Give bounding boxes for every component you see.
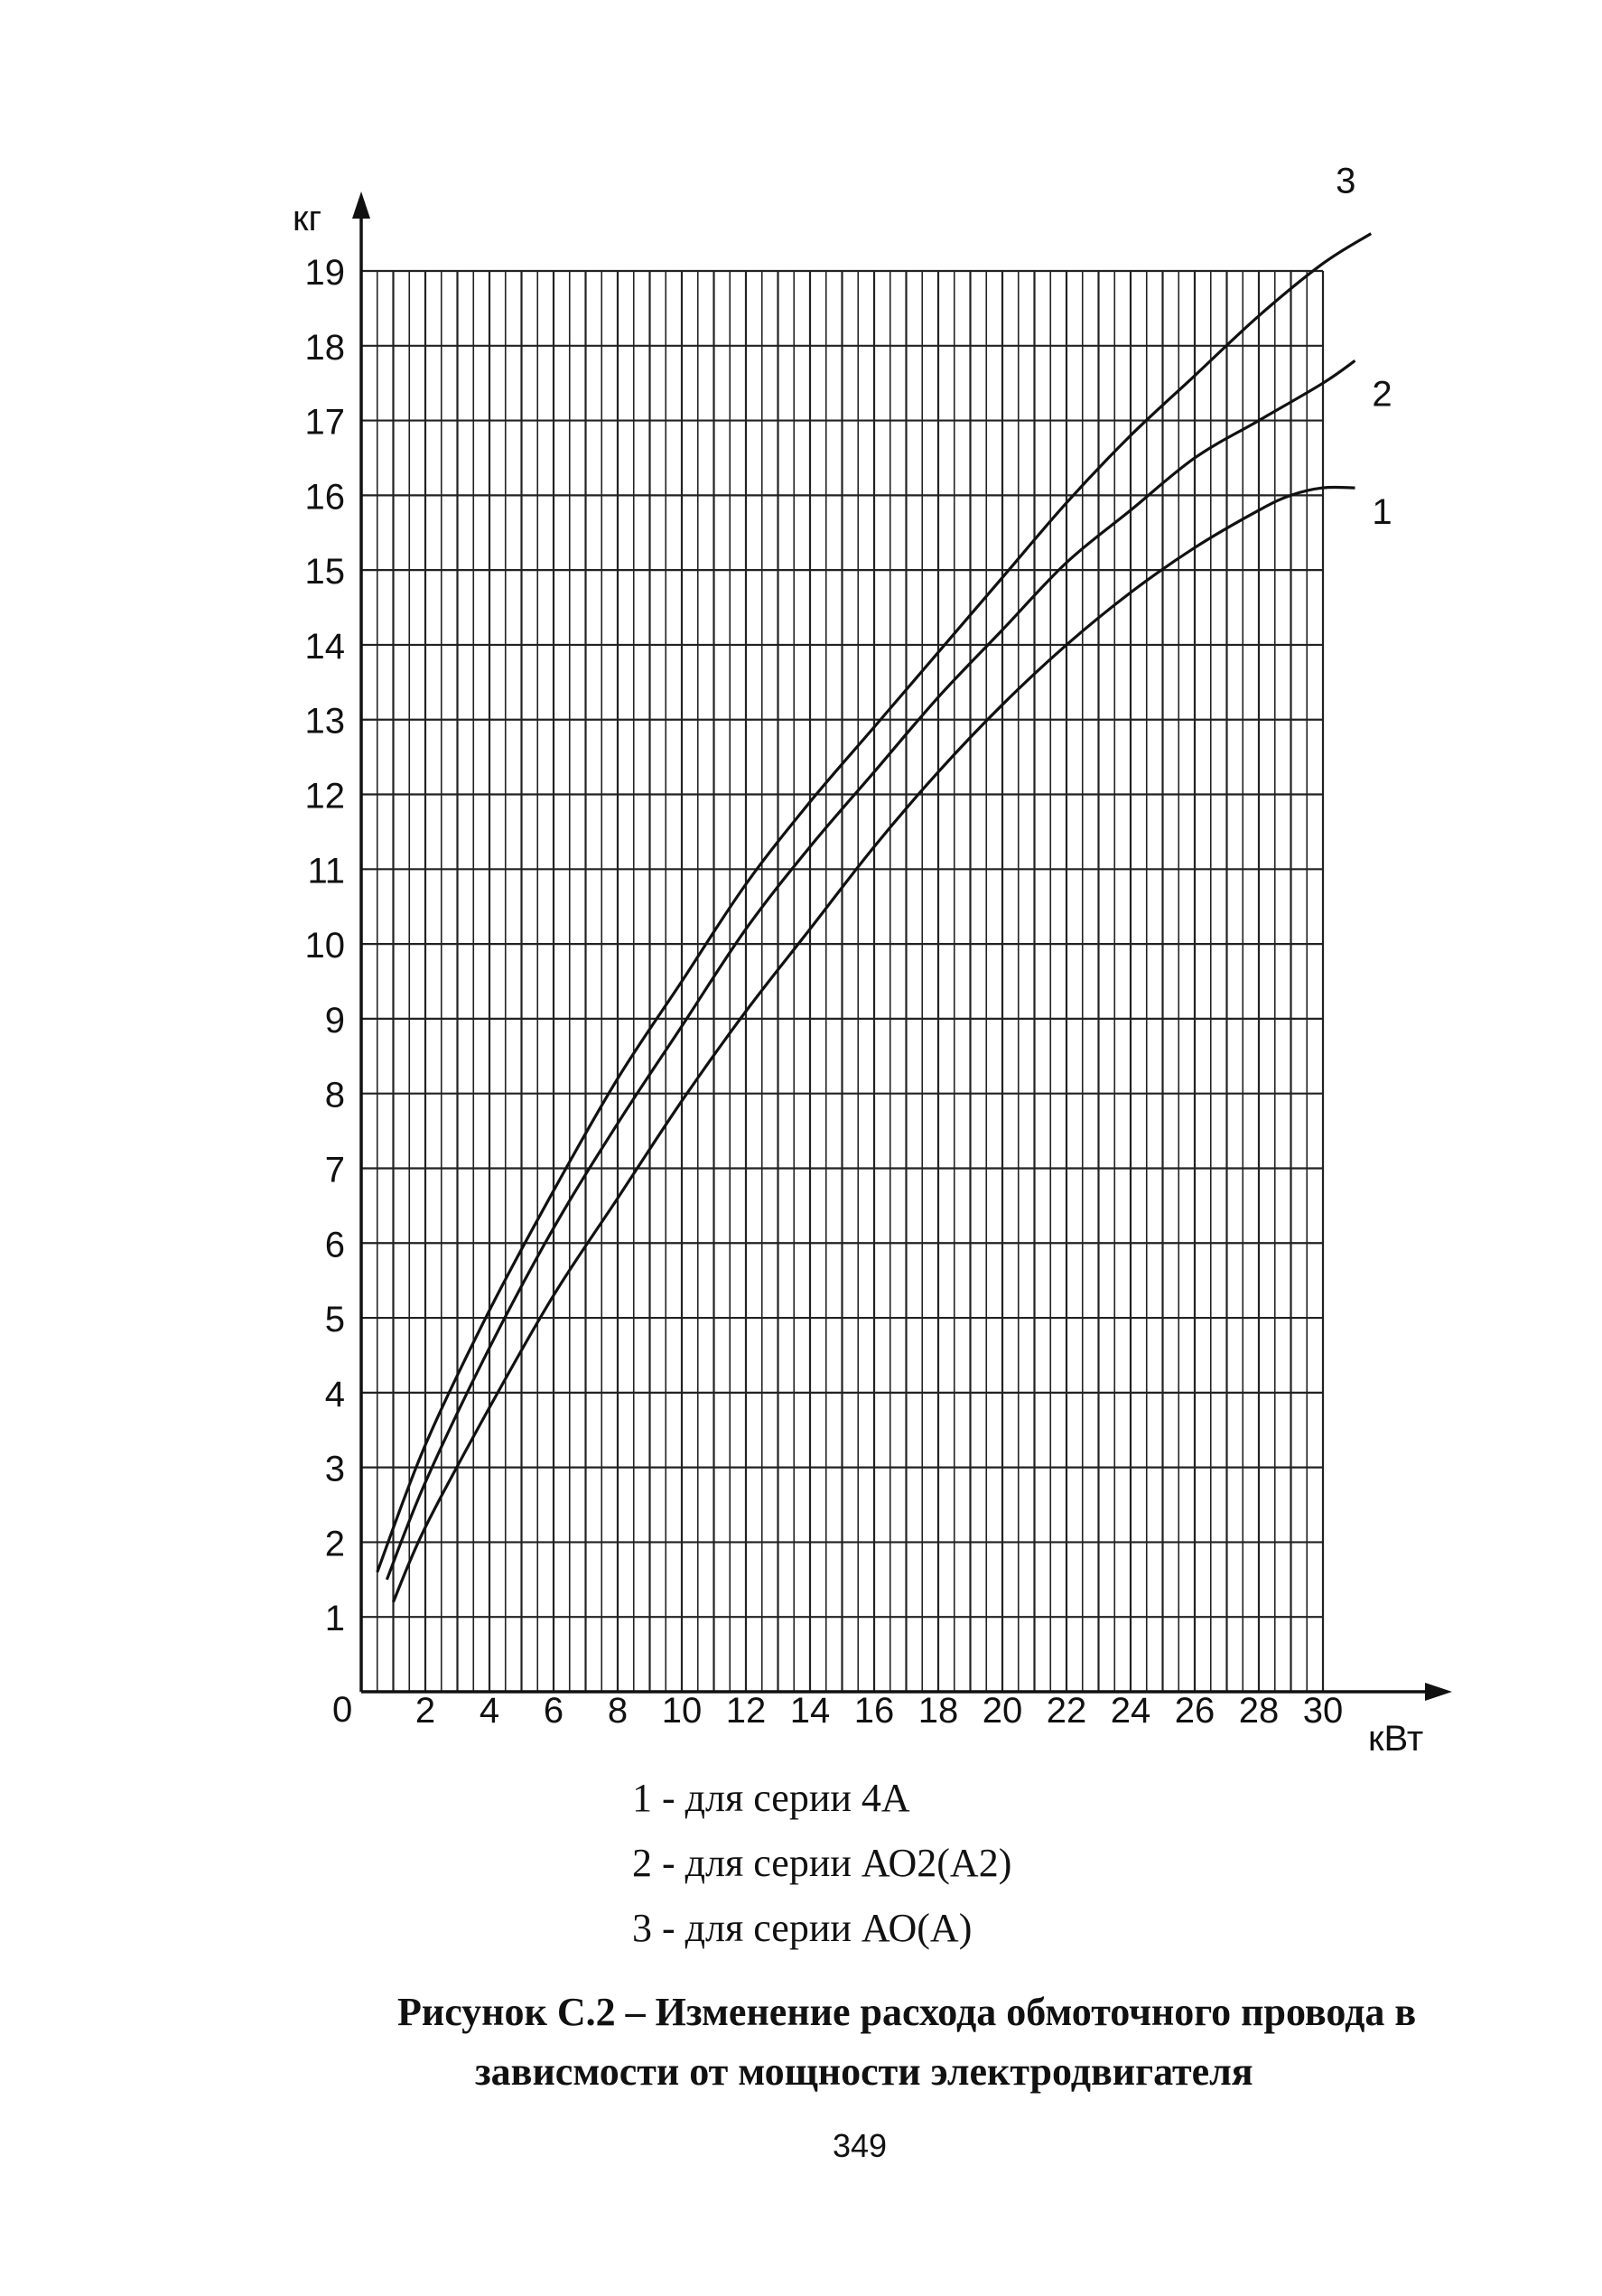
y-tick-label: 10 [305,926,346,966]
series-line-1 [392,485,1355,1603]
x-tick-label: 20 [983,1691,1023,1731]
y-tick-label: 19 [305,253,346,293]
x-axis-arrow [1425,1683,1452,1701]
series-labels: 1 2 3 [1336,162,1392,532]
x-tick-label: 18 [918,1691,959,1731]
x-tick-label: 8 [608,1691,628,1731]
y-tick-label: 1 [325,1599,345,1638]
x-tick-label: 14 [790,1691,831,1731]
x-tick-label: 4 [480,1691,499,1731]
x-tick-label: 28 [1239,1691,1280,1731]
y-tick-label: 5 [325,1300,345,1339]
y-tick-label: 13 [305,702,346,742]
x-tick-label: 26 [1175,1691,1215,1731]
y-axis-arrow [352,191,370,219]
y-tick-label: 3 [325,1450,345,1489]
x-axis-label: кВт [1368,1719,1423,1759]
y-tick-label: 18 [305,328,346,368]
y-tick-label: 6 [325,1225,345,1265]
y-tick-label: 15 [305,552,346,592]
figure-caption: Рисунок С.2 – Изменение расхода обмоточн… [397,1983,1481,2102]
x-tick-label: 16 [854,1691,895,1731]
x-tick-label: 2 [415,1691,435,1731]
series-line-3 [376,232,1373,1573]
series-line-2 [385,359,1356,1581]
x-tick-label: 12 [726,1691,767,1731]
grid [361,269,1325,1692]
x-tick-label: 30 [1303,1691,1344,1731]
y-axis-label: кг [293,199,321,238]
axes [352,191,1452,1701]
caption-line-2: зависмости от мощности электродвигателя [475,2049,1253,2094]
y-tick-label: 9 [325,1001,345,1041]
y-tick-label: 7 [325,1150,345,1190]
legend-entry-2: 2 - для серии АО2(А2) [632,1841,1012,1885]
origin-label: 0 [332,1690,352,1730]
y-tick-label: 14 [305,627,346,667]
series-lines [376,232,1373,1603]
legend-entry-3: 3 - для серии АО(А) [632,1906,973,1950]
legend: 1 - для серии 4А 2 - для серии АО2(А2) 3… [632,1766,1011,1961]
x-tick-label: 10 [662,1691,703,1731]
caption-line-1: Рисунок С.2 – Изменение расхода обмоточн… [397,1990,1417,2034]
y-tick-label: 8 [325,1076,345,1115]
series-label-2: 2 [1372,374,1392,414]
x-tick-label: 6 [544,1691,563,1731]
x-tick-label: 24 [1111,1691,1151,1731]
series-label-1: 1 [1372,492,1392,532]
y-tick-label: 12 [305,777,346,817]
y-tick-label: 2 [325,1524,345,1563]
x-tick-label: 22 [1047,1691,1087,1731]
page-number: 349 [833,2127,888,2164]
y-tick-label: 11 [307,851,345,891]
legend-entry-1: 1 - для серии 4А [632,1776,910,1820]
y-tick-label: 16 [305,477,346,517]
y-tick-label: 4 [325,1375,345,1414]
y-tick-label: 17 [305,403,346,443]
series-label-3: 3 [1336,162,1355,201]
